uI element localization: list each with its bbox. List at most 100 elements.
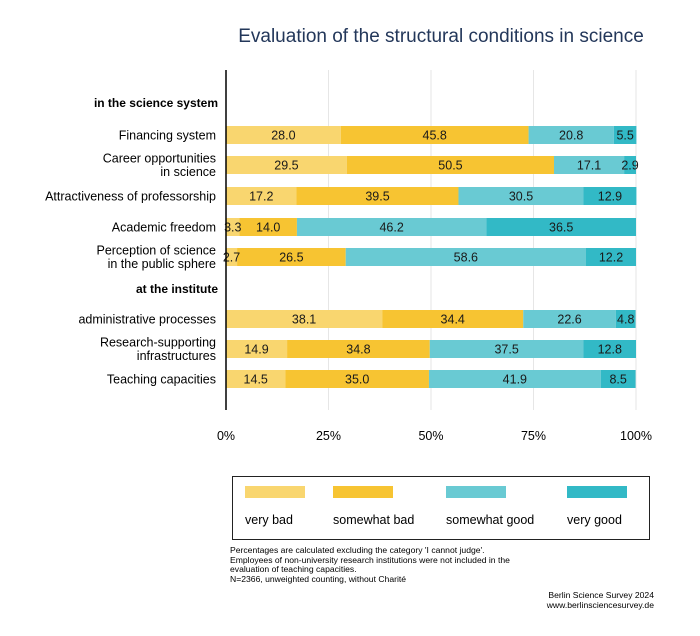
data-label: 17.2 — [249, 190, 273, 204]
bar-segment — [239, 218, 297, 236]
footnote-line: Employees of non-university research ins… — [230, 554, 510, 565]
data-label: 28.0 — [271, 129, 295, 143]
category-label: Perception of science — [96, 244, 216, 258]
category-label: in the public sphere — [108, 257, 216, 271]
x-tick-label: 0% — [217, 429, 235, 443]
data-label: 50.5 — [438, 159, 462, 173]
category-label: Research-supporting — [100, 336, 216, 350]
chart-title: Evaluation of the structural conditions … — [238, 26, 644, 47]
bar-segment — [429, 340, 584, 358]
data-label: 4.8 — [617, 313, 634, 327]
bar-segment — [583, 187, 637, 205]
data-label: 34.8 — [346, 343, 370, 357]
data-label: 35.0 — [345, 373, 369, 387]
category-label: Financing system — [119, 129, 216, 143]
category-label: administrative processes — [78, 313, 216, 327]
data-label: 2.9 — [621, 159, 638, 173]
bar-segment — [226, 370, 286, 388]
source-name: Berlin Science Survey 2024 — [548, 590, 654, 600]
category-label: Career opportunities — [103, 152, 216, 166]
bar-segment — [346, 156, 554, 174]
x-tick-label: 75% — [521, 429, 546, 443]
bar-segment — [615, 310, 636, 328]
data-label: 34.4 — [441, 313, 465, 327]
bar-segment — [486, 218, 636, 236]
data-label: 46.2 — [379, 221, 403, 235]
data-label: 8.5 — [609, 373, 626, 387]
data-label: 3.3 — [224, 221, 241, 235]
bar-segment — [287, 340, 430, 358]
data-label: 58.6 — [454, 251, 478, 265]
data-label: 45.8 — [423, 129, 447, 143]
data-label: 17.1 — [577, 159, 601, 173]
footnote-line: evaluation of teaching capacities. — [230, 564, 357, 575]
group-label: at the institute — [136, 282, 218, 296]
bar-segment — [624, 156, 636, 174]
bar-segment — [613, 126, 637, 144]
bar-segment — [528, 126, 614, 144]
bar-segment — [583, 340, 636, 358]
category-label: infrastructures — [137, 349, 216, 363]
group-label: in the science system — [94, 96, 218, 110]
bar-segment — [296, 218, 487, 236]
data-label: 39.5 — [365, 190, 389, 204]
legend-label: somewhat bad — [333, 513, 415, 527]
category-label: Academic freedom — [112, 221, 216, 235]
bar-segment — [585, 248, 636, 266]
data-label: 29.5 — [274, 159, 298, 173]
footnote: Percentages are calculated excluding the… — [230, 545, 510, 584]
bar-segment — [345, 248, 586, 266]
bar-segment — [428, 370, 601, 388]
bar-segment — [296, 187, 459, 205]
legend-label: very bad — [245, 513, 293, 527]
bar-segment — [382, 310, 524, 328]
data-label: 36.5 — [549, 221, 573, 235]
data-label: 2.7 — [223, 251, 240, 265]
data-label: 26.5 — [279, 251, 303, 265]
bar-segment — [226, 340, 288, 358]
x-tick-label: 50% — [418, 429, 443, 443]
stacked-bar-chart: Evaluation of the structural conditions … — [45, 26, 652, 443]
footnote-line: N=2366, unweighted counting, without Cha… — [230, 573, 407, 584]
data-label: 14.5 — [244, 373, 268, 387]
bar-segment — [285, 370, 429, 388]
x-tick-label: 25% — [316, 429, 341, 443]
bar-segment — [600, 370, 636, 388]
data-label: 30.5 — [509, 190, 533, 204]
bar-segment — [340, 126, 529, 144]
data-label: 12.2 — [599, 251, 623, 265]
bar-segment — [554, 156, 625, 174]
bar-segment — [523, 310, 616, 328]
data-label: 5.5 — [616, 129, 633, 143]
bar-segment — [226, 126, 341, 144]
data-label: 38.1 — [292, 313, 316, 327]
x-tick-label: 100% — [620, 429, 652, 443]
bar-segment — [237, 248, 346, 266]
bar-segment — [458, 187, 584, 205]
bar-segment — [226, 156, 347, 174]
legend-label: somewhat good — [446, 513, 535, 527]
category-label: Attractiveness of professorship — [45, 190, 216, 204]
data-label: 41.9 — [503, 373, 527, 387]
bar-segment — [226, 218, 240, 236]
data-label: 12.9 — [598, 190, 622, 204]
category-label: Teaching capacities — [107, 373, 216, 387]
bar-segment — [226, 248, 238, 266]
bar-segment — [226, 187, 297, 205]
legend: very bad somewhat bad somewhat good very go… — [232, 476, 650, 540]
legend-swatch — [446, 486, 506, 498]
data-label: 20.8 — [559, 129, 583, 143]
data-label: 14.9 — [244, 343, 268, 357]
data-label: 14.0 — [256, 221, 280, 235]
legend-swatch — [567, 486, 627, 498]
footnote-line: Percentages are calculated excluding the… — [230, 545, 485, 555]
legend-label: very good — [567, 513, 622, 527]
legend-swatch — [333, 486, 393, 498]
category-label: in science — [160, 165, 216, 179]
source-url: www.berlinsciencesurvey.de — [546, 600, 654, 610]
source-credit: Berlin Science Survey 2024 www.berlinsci… — [547, 590, 654, 610]
data-label: 37.5 — [494, 343, 518, 357]
data-label: 12.8 — [598, 343, 622, 357]
legend-swatch — [245, 486, 305, 498]
data-label: 22.6 — [557, 313, 581, 327]
